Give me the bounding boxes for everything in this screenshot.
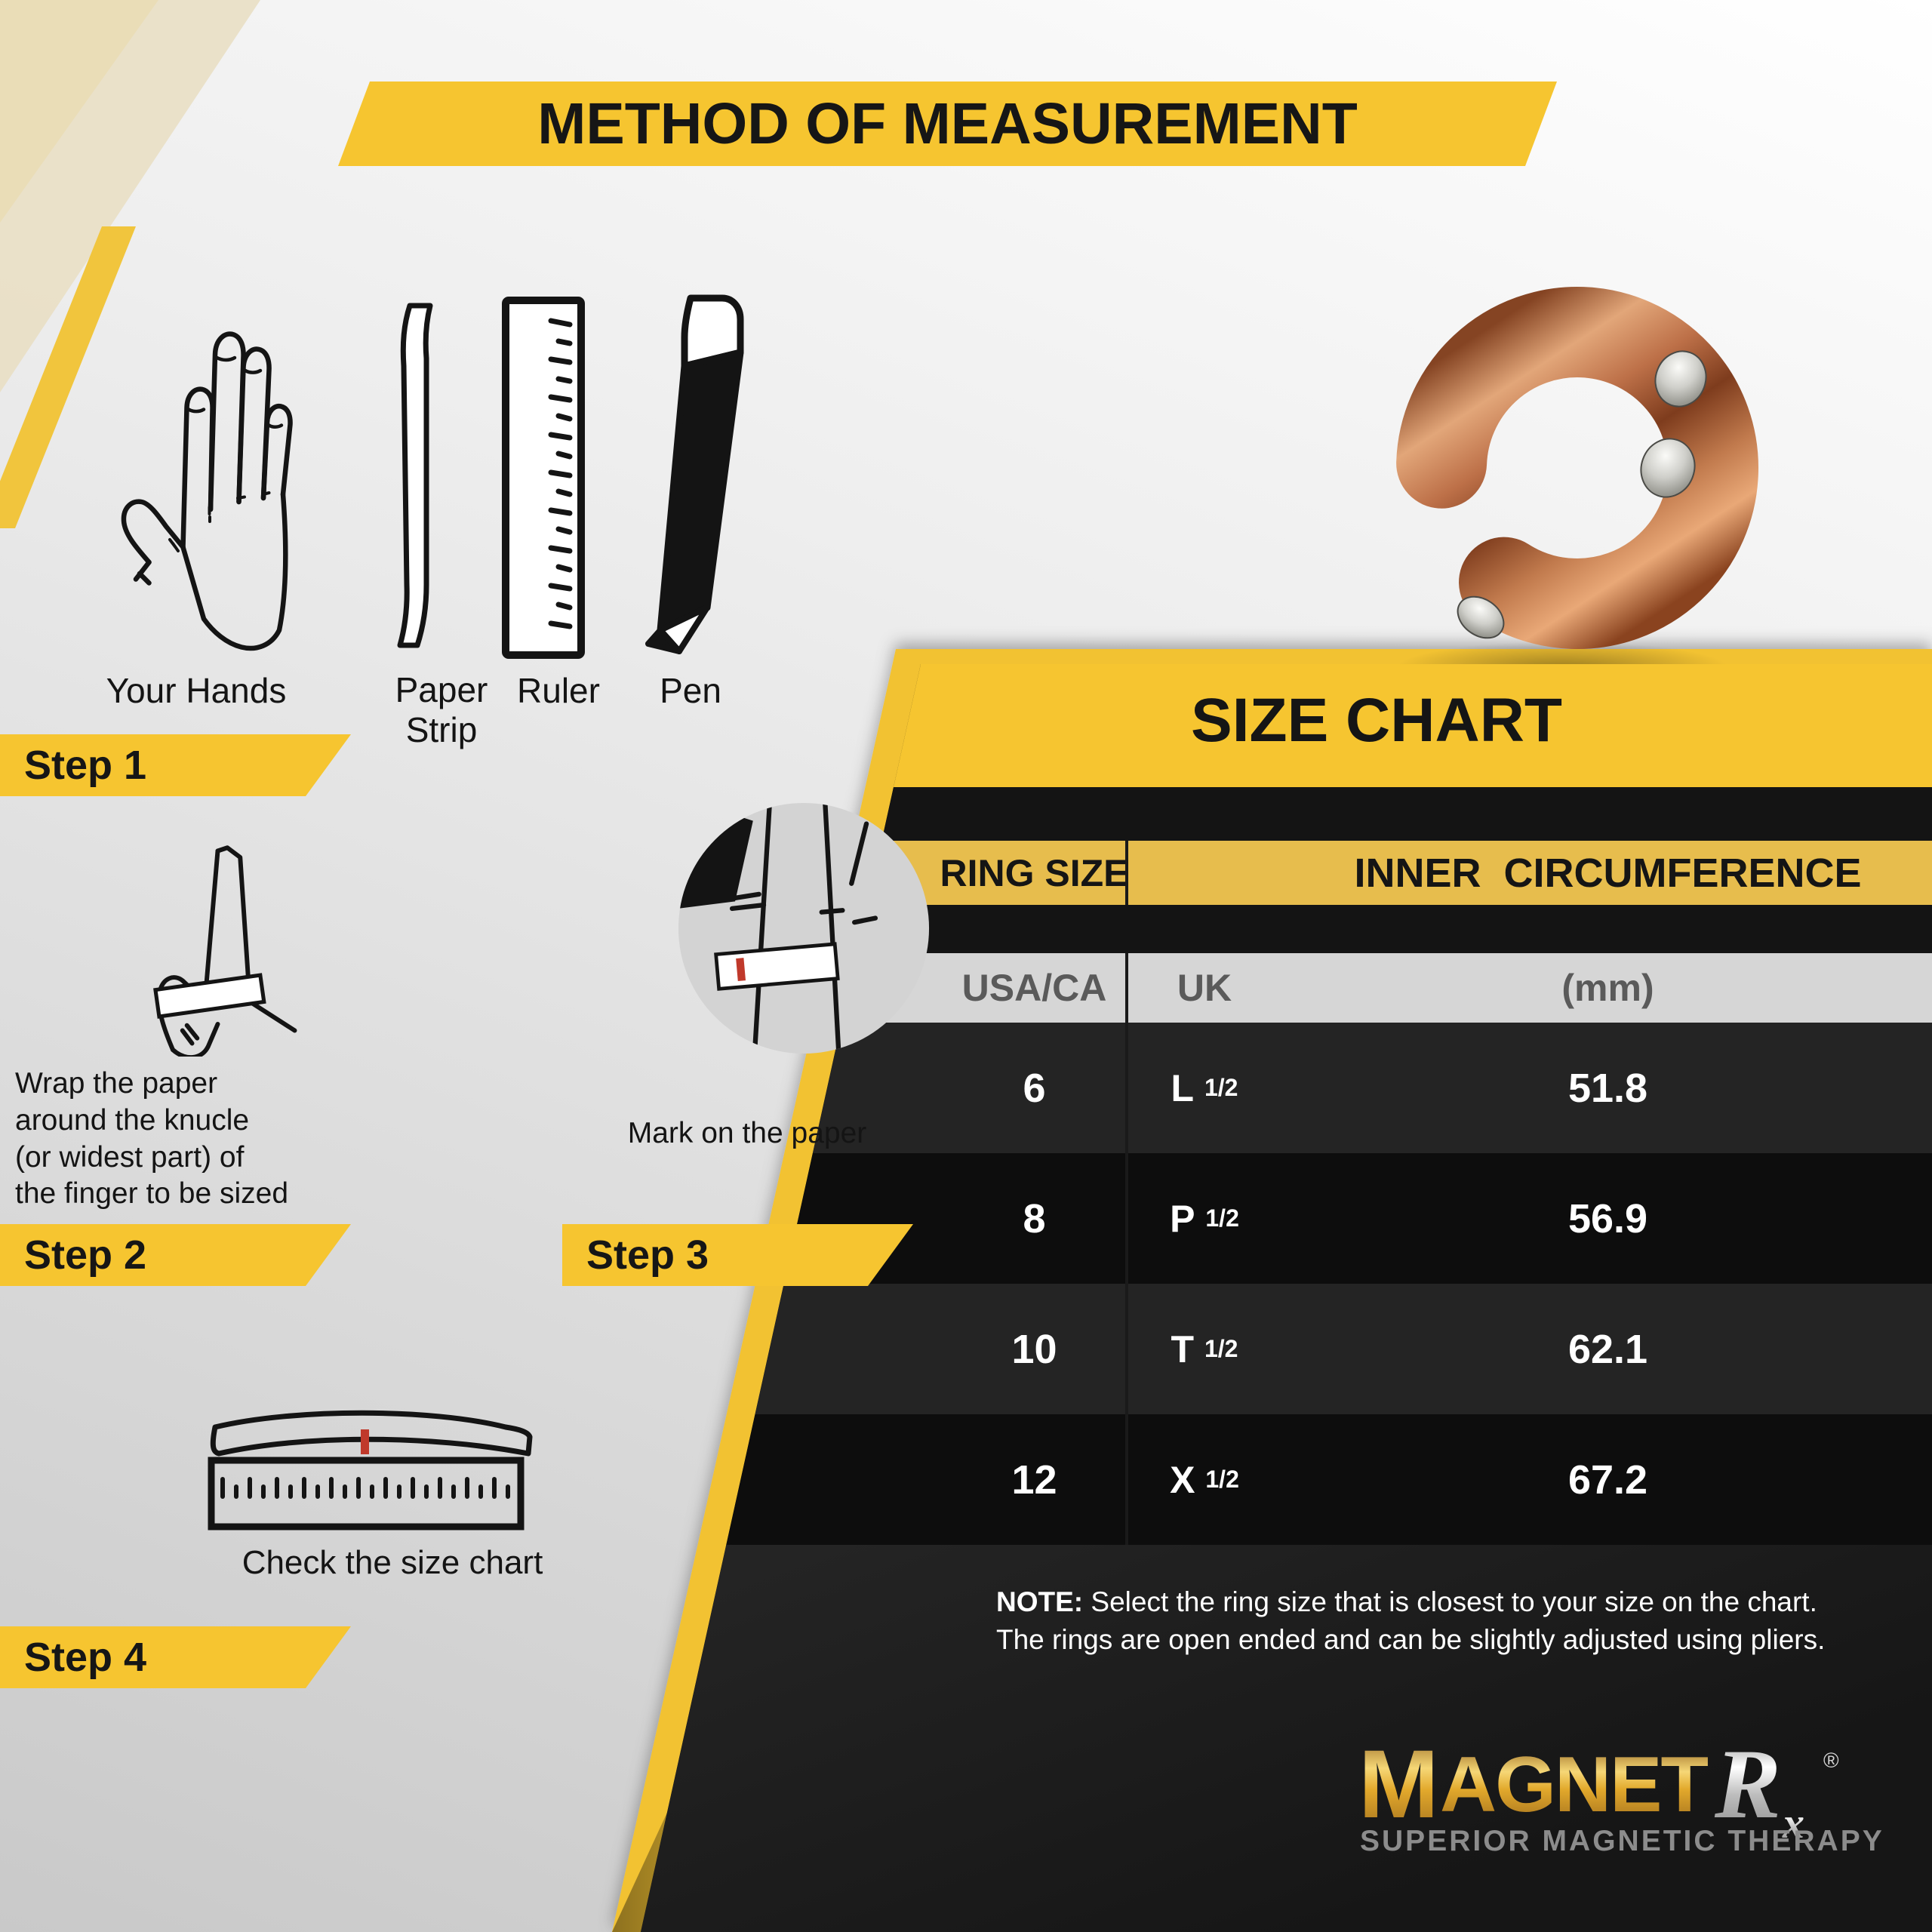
svg-text:AGNET: AGNET bbox=[1440, 1741, 1708, 1829]
svg-text:M: M bbox=[1358, 1730, 1437, 1838]
svg-text:®: ® bbox=[1823, 1749, 1839, 1772]
svg-text:R: R bbox=[1714, 1728, 1781, 1839]
svg-text:SUPERIOR MAGNETIC THERAPY: SUPERIOR MAGNETIC THERAPY bbox=[1360, 1825, 1884, 1857]
